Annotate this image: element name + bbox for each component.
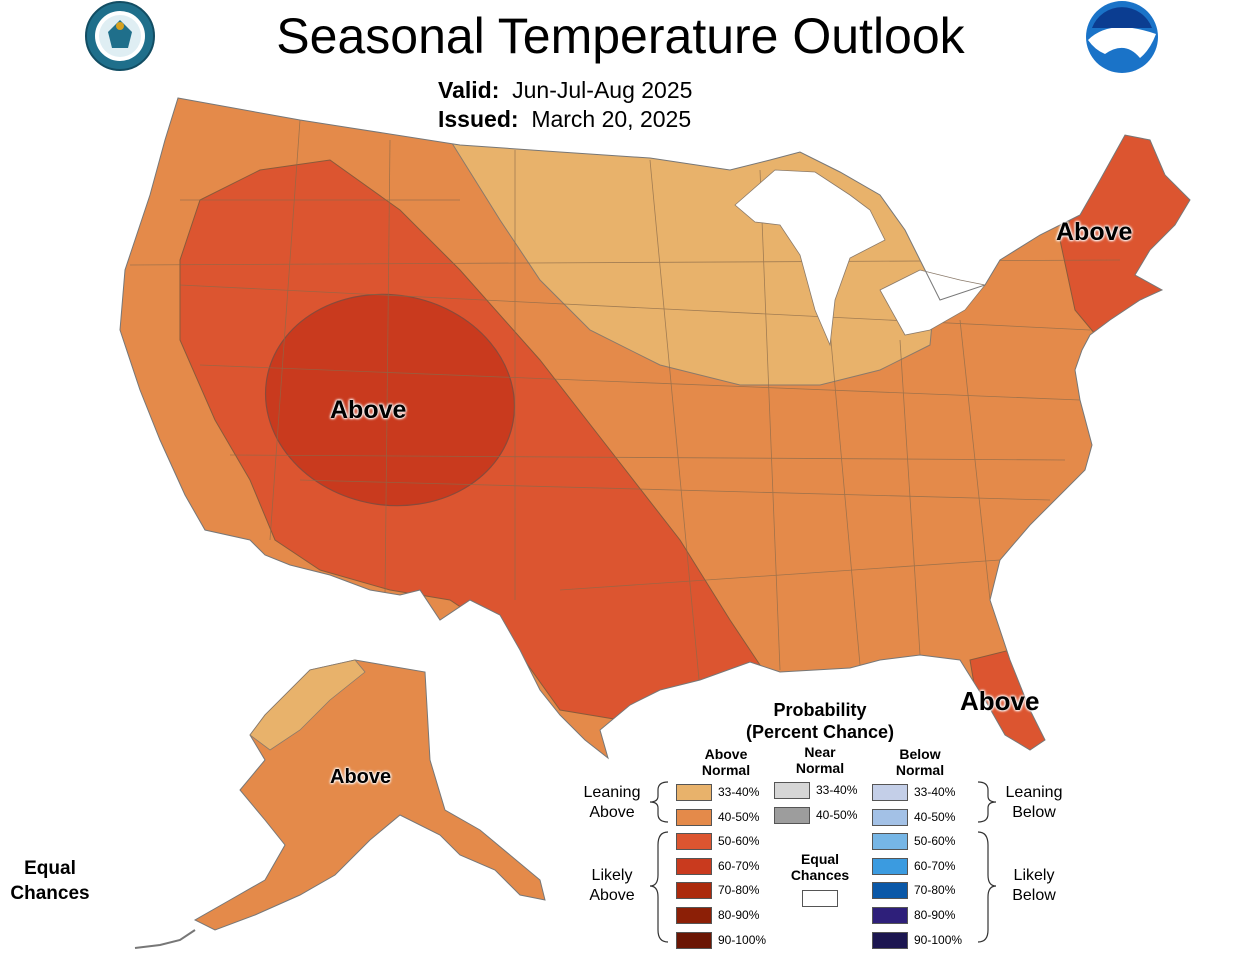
legend-swatch-above-3 — [676, 857, 712, 875]
equal-chances-corner-label: Equal Chances — [10, 858, 90, 904]
legend-label-above-0: 33-40% — [718, 785, 760, 799]
legend-label-above-6: 90-100% — [718, 932, 767, 947]
legend-swatch-above-0 — [676, 784, 712, 801]
issued-label: Issued: — [438, 106, 519, 132]
legend-label-near-0: 33-40% — [816, 783, 858, 797]
alaska-lean-above — [249, 659, 366, 751]
legend-label-below-0: 33-40% — [914, 785, 956, 799]
great-lakes-east — [879, 269, 986, 336]
legend-likely-below: Likely Below — [1012, 867, 1056, 904]
legend-swatch-below-6 — [872, 931, 908, 949]
valid-label: Valid: — [438, 77, 500, 103]
label-above-florida: Above — [960, 686, 1040, 716]
valid-value: Jun-Jul-Aug 2025 — [512, 77, 693, 103]
legend-swatch-below-4 — [872, 882, 908, 900]
legend-swatch-above-5 — [676, 907, 712, 924]
legend-label-below-1: 40-50% — [914, 809, 956, 824]
legend-equal-chances-head: Equal Chances — [790, 851, 850, 883]
legend-title: Probability (Percent Chance) — [745, 700, 895, 742]
legend-swatch-below-3 — [872, 857, 908, 875]
legend-label-below-2: 50-60% — [914, 834, 956, 849]
page-title: Seasonal Temperature Outlook — [276, 8, 965, 64]
commerce-seal — [85, 1, 155, 71]
legend-swatch-above-1 — [676, 808, 712, 826]
legend-head-near: Near Normal — [795, 744, 845, 776]
legend-likely-above: Likely Above — [589, 867, 635, 904]
legend-label-below-3: 60-70% — [914, 858, 956, 873]
legend-label-below-4: 70-80% — [914, 883, 956, 898]
legend-swatch-above-6 — [676, 931, 712, 949]
legend-swatch-below-5 — [872, 907, 908, 924]
legend-swatch-below-2 — [872, 833, 908, 851]
legend-swatch-below-1 — [872, 808, 908, 826]
legend-swatch-below-0 — [872, 784, 908, 801]
legend-label-below-5: 80-90% — [914, 908, 956, 922]
legend-swatch-near-1 — [774, 806, 810, 824]
legend-label-near-1: 40-50% — [816, 807, 858, 822]
legend-label-above-1: 40-50% — [718, 809, 760, 824]
legend-label-above-4: 70-80% — [718, 883, 760, 898]
label-above-alaska: Above — [330, 766, 392, 788]
legend-swatch-equal-chances — [802, 890, 838, 907]
great-lakes-west — [734, 169, 886, 347]
legend-swatch-near-0 — [774, 782, 810, 799]
noaa-logo — [1086, 1, 1158, 73]
legend-head-below: Below Normal — [895, 746, 945, 778]
legend-label-above-2: 50-60% — [718, 834, 760, 849]
legend-label-above-5: 80-90% — [718, 908, 760, 922]
aleutian-islands — [134, 929, 196, 949]
legend-head-above: Above Normal — [701, 746, 751, 778]
legend-label-below-6: 90-100% — [914, 932, 963, 947]
legend-swatch-above-4 — [676, 882, 712, 900]
legend-swatch-above-2 — [676, 833, 712, 851]
valid-issued-block: Valid: Jun-Jul-Aug 2025 Issued: March 20… — [438, 76, 692, 134]
issued-value: March 20, 2025 — [531, 106, 692, 132]
legend-label-above-3: 60-70% — [718, 858, 760, 873]
alaska — [134, 659, 546, 949]
label-above-west: Above — [330, 396, 407, 424]
legend-leaning-below: Leaning Below — [1005, 784, 1063, 821]
label-above-northeast: Above — [1056, 218, 1133, 246]
legend-leaning-above: Leaning Above — [583, 784, 641, 821]
